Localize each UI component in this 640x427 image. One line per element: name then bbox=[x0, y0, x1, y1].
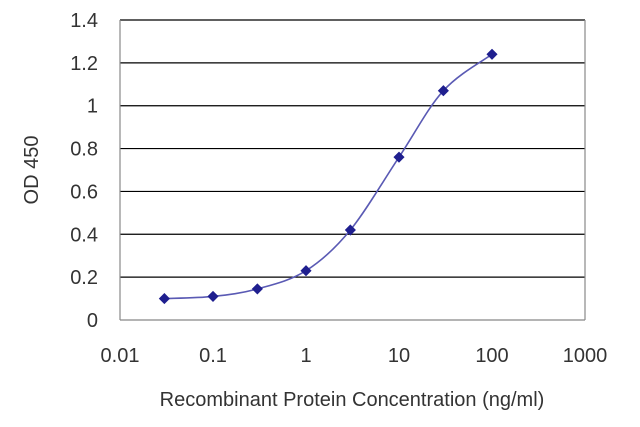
x-tick-label: 0.1 bbox=[199, 345, 227, 367]
y-axis-title: OD 450 bbox=[21, 136, 43, 205]
x-tick-label: 1000 bbox=[563, 345, 608, 367]
y-axis-tick-labels: 0 0.2 0.4 0.6 0.8 1 1.2 1.4 bbox=[70, 10, 98, 332]
data-point-marker bbox=[158, 293, 170, 305]
y-tick-label: 0.2 bbox=[70, 267, 98, 289]
fit-curve-layer bbox=[164, 53, 493, 300]
y-tick-label: 1.2 bbox=[70, 53, 98, 75]
x-tick-label: 1 bbox=[300, 345, 311, 367]
x-tick-label: 10 bbox=[388, 345, 410, 367]
y-tick-label: 0.4 bbox=[70, 224, 98, 246]
data-point-marker bbox=[486, 48, 498, 60]
x-tick-label: 0.01 bbox=[101, 345, 140, 367]
data-points bbox=[158, 48, 498, 305]
x-axis-tick-labels: 0.01 0.1 1 10 100 1000 bbox=[101, 345, 608, 367]
data-point-marker bbox=[344, 224, 356, 236]
data-point-marker bbox=[437, 85, 449, 97]
data-point-marker bbox=[300, 265, 312, 277]
y-tick-label: 0.8 bbox=[70, 139, 98, 161]
data-point-marker bbox=[251, 283, 263, 295]
grid-lines bbox=[120, 19, 585, 278]
fit-curve bbox=[164, 53, 493, 300]
x-axis-title: Recombinant Protein Concentration (ng/ml… bbox=[160, 389, 545, 411]
y-tick-label: 0 bbox=[87, 310, 98, 332]
plot-frame bbox=[119, 20, 586, 321]
data-point-marker bbox=[393, 151, 405, 163]
data-point-marker bbox=[207, 290, 219, 302]
y-tick-label: 1.4 bbox=[70, 10, 98, 32]
y-tick-label: 1 bbox=[87, 96, 98, 118]
x-tick-label: 100 bbox=[475, 345, 508, 367]
y-tick-label: 0.6 bbox=[70, 181, 98, 203]
